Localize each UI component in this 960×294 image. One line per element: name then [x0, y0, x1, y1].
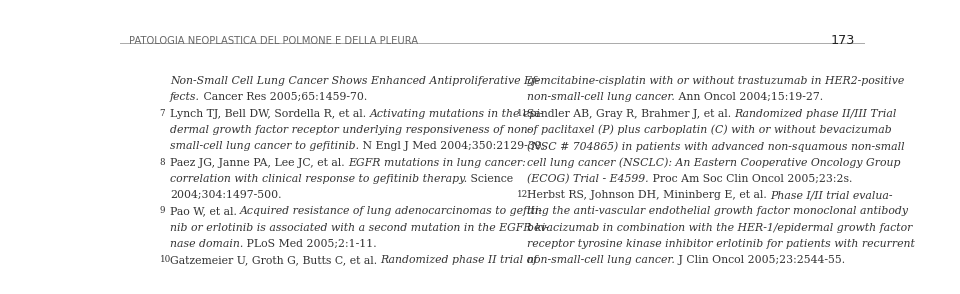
Text: Herbst RS, Johnson DH, Mininberg E, et al.: Herbst RS, Johnson DH, Mininberg E, et a…: [527, 190, 770, 200]
Text: N Engl J Med 2004;350:2129-39.: N Engl J Med 2004;350:2129-39.: [359, 141, 545, 151]
Text: EGFR mutations in lung cancer:: EGFR mutations in lung cancer:: [348, 158, 526, 168]
Text: nib or erlotinib is associated with a second mutation in the EGFR ki-: nib or erlotinib is associated with a se…: [170, 223, 549, 233]
Text: Ann Oncol 2004;15:19-27.: Ann Oncol 2004;15:19-27.: [675, 92, 823, 102]
Text: Lynch TJ, Bell DW, Sordella R, et al.: Lynch TJ, Bell DW, Sordella R, et al.: [170, 108, 370, 118]
Text: cell lung cancer (NSCLC): An Eastern Cooperative Oncology Group: cell lung cancer (NSCLC): An Eastern Coo…: [527, 158, 900, 168]
Text: small-cell lung cancer to gefitinib.: small-cell lung cancer to gefitinib.: [170, 141, 359, 151]
Text: 7: 7: [159, 108, 165, 118]
Text: 173: 173: [830, 34, 855, 47]
Text: 11: 11: [516, 108, 528, 118]
Text: 10: 10: [159, 255, 171, 264]
Text: 8: 8: [159, 158, 165, 166]
Text: Activating mutations in the epi-: Activating mutations in the epi-: [370, 108, 544, 118]
Text: PATOLOGIA NEOPLASTICA DEL POLMONE E DELLA PLEURA: PATOLOGIA NEOPLASTICA DEL POLMONE E DELL…: [129, 36, 418, 46]
Text: nase domain.: nase domain.: [170, 239, 243, 249]
Text: Non-Small Cell Lung Cancer Shows Enhanced Antiproliferative Ef-: Non-Small Cell Lung Cancer Shows Enhance…: [170, 76, 540, 86]
Text: bevacizumab in combination with the HER-1/epidermal growth factor: bevacizumab in combination with the HER-…: [527, 223, 912, 233]
Text: non-small-cell lung cancer.: non-small-cell lung cancer.: [527, 92, 675, 102]
Text: PLoS Med 2005;2:1-11.: PLoS Med 2005;2:1-11.: [243, 239, 377, 249]
Text: Randomized phase II trial of: Randomized phase II trial of: [380, 255, 538, 265]
Text: Proc Am Soc Clin Oncol 2005;23:2s.: Proc Am Soc Clin Oncol 2005;23:2s.: [649, 174, 852, 184]
Text: Phase I/II trial evalua-: Phase I/II trial evalua-: [770, 190, 893, 200]
Text: Randomized phase II/III Trial: Randomized phase II/III Trial: [734, 108, 897, 118]
Text: gemcitabine-cisplatin with or without trastuzumab in HER2-positive: gemcitabine-cisplatin with or without tr…: [527, 76, 904, 86]
Text: J Clin Oncol 2005;23:2544-55.: J Clin Oncol 2005;23:2544-55.: [675, 255, 845, 265]
Text: Paez JG, Janne PA, Lee JC, et al.: Paez JG, Janne PA, Lee JC, et al.: [170, 158, 348, 168]
Text: 2004;304:1497-500.: 2004;304:1497-500.: [170, 190, 281, 200]
Text: Pao W, et al.: Pao W, et al.: [170, 206, 240, 216]
Text: (NSC # 704865) in patients with advanced non-squamous non-small: (NSC # 704865) in patients with advanced…: [527, 141, 904, 152]
Text: 9: 9: [159, 206, 165, 216]
Text: ting the anti-vascular endothelial growth factor monoclonal antibody: ting the anti-vascular endothelial growt…: [527, 206, 908, 216]
Text: Gatzemeier U, Groth G, Butts C, et al.: Gatzemeier U, Groth G, Butts C, et al.: [170, 255, 380, 265]
Text: receptor tyrosine kinase inhibitor erlotinib for patients with recurrent: receptor tyrosine kinase inhibitor erlot…: [527, 239, 915, 249]
Text: Science: Science: [468, 174, 514, 184]
Text: (ECOG) Trial - E4599.: (ECOG) Trial - E4599.: [527, 174, 649, 184]
Text: of paclitaxel (P) plus carboplatin (C) with or without bevacizumab: of paclitaxel (P) plus carboplatin (C) w…: [527, 125, 892, 136]
Text: fects.: fects.: [170, 92, 200, 102]
Text: Sandler AB, Gray R, Brahmer J, et al.: Sandler AB, Gray R, Brahmer J, et al.: [527, 108, 734, 118]
Text: correlation with clinical response to gefitinib therapy.: correlation with clinical response to ge…: [170, 174, 468, 184]
Text: Acquired resistance of lung adenocarcinomas to gefiti-: Acquired resistance of lung adenocarcino…: [240, 206, 543, 216]
Text: non-small-cell lung cancer.: non-small-cell lung cancer.: [527, 255, 675, 265]
Text: dermal growth factor receptor underlying responsiveness of non-: dermal growth factor receptor underlying…: [170, 125, 531, 135]
Text: Cancer Res 2005;65:1459-70.: Cancer Res 2005;65:1459-70.: [200, 92, 367, 102]
Text: 12: 12: [516, 190, 528, 199]
